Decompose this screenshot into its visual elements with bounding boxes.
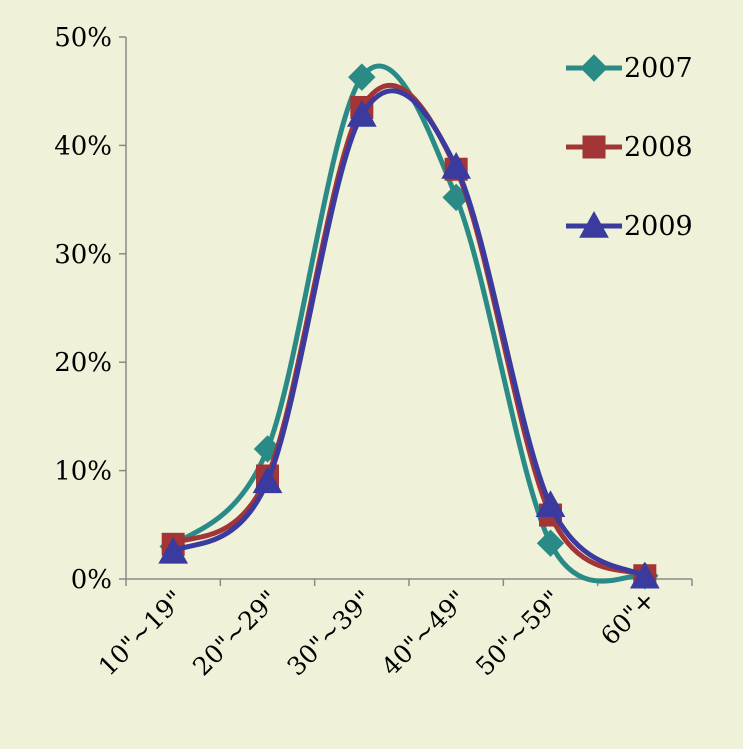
legend-label: 2009 bbox=[624, 211, 693, 242]
x-axis: 10"~19"20"~29"30"~39"40"~49"50"~59" 60"+ bbox=[93, 578, 693, 682]
y-tick-label: 0% bbox=[71, 565, 112, 595]
data-point bbox=[158, 536, 189, 564]
legend-swatch-marker bbox=[582, 135, 606, 159]
data-point bbox=[348, 63, 376, 91]
legend-item-2007: 2007 bbox=[566, 53, 693, 84]
y-tick-label: 20% bbox=[54, 348, 112, 378]
data-point bbox=[536, 529, 565, 557]
series-line bbox=[170, 88, 648, 580]
legend-swatch-marker bbox=[580, 54, 608, 82]
y-tick-label: 10% bbox=[54, 457, 112, 487]
data-point bbox=[441, 152, 472, 179]
series-line bbox=[170, 82, 648, 579]
legend-swatch-marker bbox=[579, 210, 609, 238]
data-point bbox=[629, 561, 660, 589]
x-tick-label: 40"~49" bbox=[376, 585, 473, 682]
x-tick-label: 30"~39" bbox=[282, 585, 379, 682]
x-tick-label: 10"~19" bbox=[93, 585, 190, 682]
data-point bbox=[346, 100, 377, 127]
x-tick-label: 60"+ bbox=[595, 585, 661, 651]
series-2008 bbox=[161, 82, 657, 588]
legend-label: 2007 bbox=[624, 53, 693, 84]
y-tick-label: 50% bbox=[54, 23, 112, 53]
data-point bbox=[535, 490, 566, 517]
series-line bbox=[170, 63, 648, 584]
data-point bbox=[252, 466, 283, 494]
series-2009 bbox=[158, 88, 660, 589]
x-tick-label: 20"~29" bbox=[187, 585, 284, 682]
legend-item-2009: 2009 bbox=[566, 210, 693, 242]
legend-label: 2008 bbox=[624, 132, 693, 163]
y-axis: 0% 10% 20% 30% 40% 50% bbox=[54, 23, 127, 595]
x-tick-label: 50"~59" bbox=[470, 585, 567, 682]
legend: 2007 2008 2009 bbox=[566, 53, 693, 242]
legend-item-2008: 2008 bbox=[566, 132, 693, 163]
y-tick-label: 30% bbox=[54, 240, 112, 270]
series-lines bbox=[158, 63, 660, 590]
y-tick-label: 40% bbox=[54, 131, 112, 161]
